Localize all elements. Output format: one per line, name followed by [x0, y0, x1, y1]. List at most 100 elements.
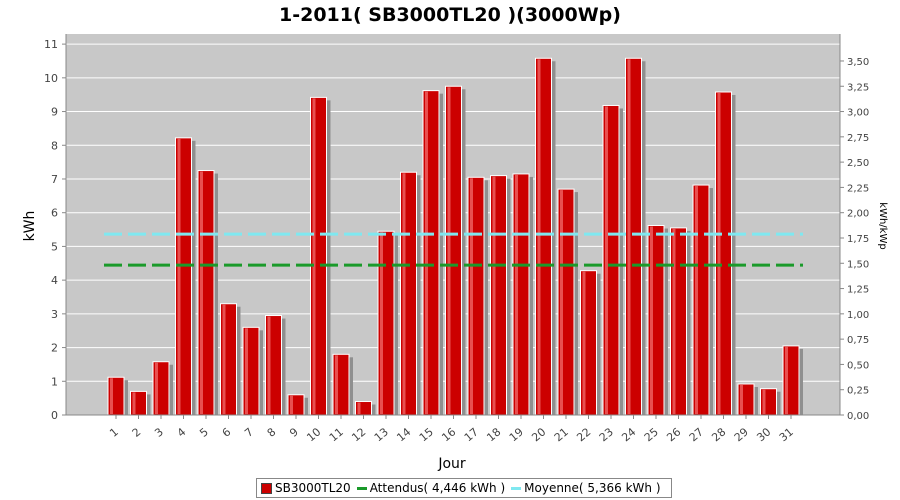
x-tick-label: 14	[394, 425, 413, 444]
y2-tick-label: 3,25	[847, 82, 869, 93]
chart-title: 1-2011( SB3000TL20 )(3000Wp)	[279, 4, 621, 26]
bar-highlight	[380, 232, 383, 414]
y2-tick-label: 0,00	[847, 411, 869, 422]
legend-label-series: SB3000TL20	[275, 481, 351, 495]
x-tick-label: 23	[597, 425, 616, 444]
y2-tick-label: 1,50	[847, 259, 869, 270]
x-tick-label: 6	[220, 425, 234, 439]
y2-tick-label: 0,25	[847, 386, 869, 397]
bar-highlight	[717, 92, 721, 414]
y-tick-label: 6	[51, 207, 58, 220]
x-tick-label: 20	[529, 425, 548, 444]
bar-highlight	[695, 186, 698, 414]
legend-item-attendus: Attendus( 4,446 kWh )	[356, 481, 506, 495]
y2-tick-label: 3,00	[847, 108, 869, 119]
bar-highlight	[267, 316, 271, 414]
x-tick-label: 25	[642, 425, 661, 444]
bar-highlight	[515, 174, 518, 414]
x-tick-label: 24	[619, 425, 638, 444]
bar-highlight	[402, 173, 406, 414]
bar-highlight	[290, 395, 293, 414]
y2-axis-label: kWh/kWp	[877, 202, 888, 249]
x-tick-label: 12	[349, 425, 368, 444]
bar-highlight	[132, 392, 136, 414]
y2-tick-label: 2,50	[847, 158, 869, 169]
x-tick-label: 3	[152, 425, 166, 439]
bar-highlight	[785, 346, 788, 414]
bar-highlight	[425, 91, 428, 414]
bar-highlight	[447, 87, 451, 415]
bar-highlight	[222, 304, 226, 414]
x-tick-label: 19	[507, 425, 526, 444]
bar-highlight	[650, 226, 653, 414]
y-tick-label: 4	[51, 274, 58, 287]
x-tick-label: 18	[484, 425, 503, 444]
x-tick-label: 11	[327, 425, 346, 444]
y2-tick-label: 0,50	[847, 360, 869, 371]
y-tick-label: 1	[51, 375, 58, 388]
y2-tick-label: 1,25	[847, 285, 869, 296]
reference-lines	[104, 232, 803, 267]
y2-tick-label: 3,50	[847, 57, 869, 68]
x-tick-label: 30	[754, 425, 773, 444]
x-tick-label: 9	[287, 425, 301, 439]
legend-swatch-attendus	[356, 486, 367, 490]
x-tick-label: 31	[777, 425, 796, 444]
x-tick-label: 26	[664, 425, 683, 444]
bar-highlight	[177, 138, 181, 415]
x-tick-label: 1	[107, 425, 121, 439]
legend-swatch-moyenne	[511, 486, 522, 490]
y2-tick-label: 2,00	[847, 209, 869, 220]
x-tick-label: 29	[732, 425, 751, 444]
bar-highlight	[155, 362, 158, 414]
bar-highlight	[110, 378, 113, 414]
bar-highlight	[762, 389, 766, 414]
x-tick-label: 16	[439, 425, 458, 444]
x-tick-label: 15	[417, 425, 436, 444]
bar-highlight	[312, 98, 316, 415]
bar-highlight	[335, 355, 338, 414]
x-axis-label: Jour	[437, 456, 466, 472]
bar-highlight	[582, 271, 586, 414]
bar-highlight	[560, 190, 563, 414]
bar-highlight	[492, 176, 496, 414]
x-tick-label: 21	[552, 425, 571, 444]
bar-highlight	[470, 178, 473, 414]
y-axis-label: kWh	[22, 211, 38, 242]
x-tick-label: 13	[372, 425, 391, 444]
legend-label-attendus: Attendus( 4,446 kWh )	[369, 481, 506, 495]
x-tick-label: 7	[242, 425, 256, 439]
y-tick-label: 0	[51, 409, 58, 422]
bars	[107, 57, 803, 416]
bar-highlight	[740, 384, 743, 414]
x-tick-label: 28	[709, 425, 728, 444]
y-tick-label: 8	[51, 139, 58, 152]
y-tick-label: 2	[51, 342, 58, 355]
y-tick-label: 7	[51, 173, 58, 186]
legend: SB3000TL20 Attendus( 4,446 kWh ) Moyenne…	[256, 478, 672, 498]
legend-item-moyenne: Moyenne( 5,366 kWh )	[511, 481, 661, 495]
y-tick-label: 9	[51, 106, 58, 119]
x-tick-label: 17	[462, 425, 481, 444]
bar-highlight	[200, 171, 203, 414]
x-tick-label: 2	[130, 425, 144, 439]
y-tick-label: 11	[44, 38, 58, 51]
y2-tick-label: 1,00	[847, 310, 869, 321]
legend-label-moyenne: Moyenne( 5,366 kWh )	[524, 481, 661, 495]
bar-highlight	[357, 402, 361, 414]
bar-highlight	[245, 328, 248, 414]
y-tick-label: 5	[51, 240, 58, 253]
y-tick-label: 3	[51, 308, 58, 321]
x-tick-label: 5	[197, 425, 211, 439]
x-tick-label: 10	[304, 425, 323, 444]
x-tick-label: 22	[574, 425, 593, 444]
x-tick-label: 8	[265, 425, 279, 439]
bar-highlight	[627, 59, 631, 414]
y2-tick-label: 2,25	[847, 183, 869, 194]
x-tick-label: 4	[175, 425, 189, 439]
bar-highlight	[672, 228, 676, 414]
y2-tick-label: 2,75	[847, 133, 869, 144]
y2-tick-label: 1,75	[847, 234, 869, 245]
